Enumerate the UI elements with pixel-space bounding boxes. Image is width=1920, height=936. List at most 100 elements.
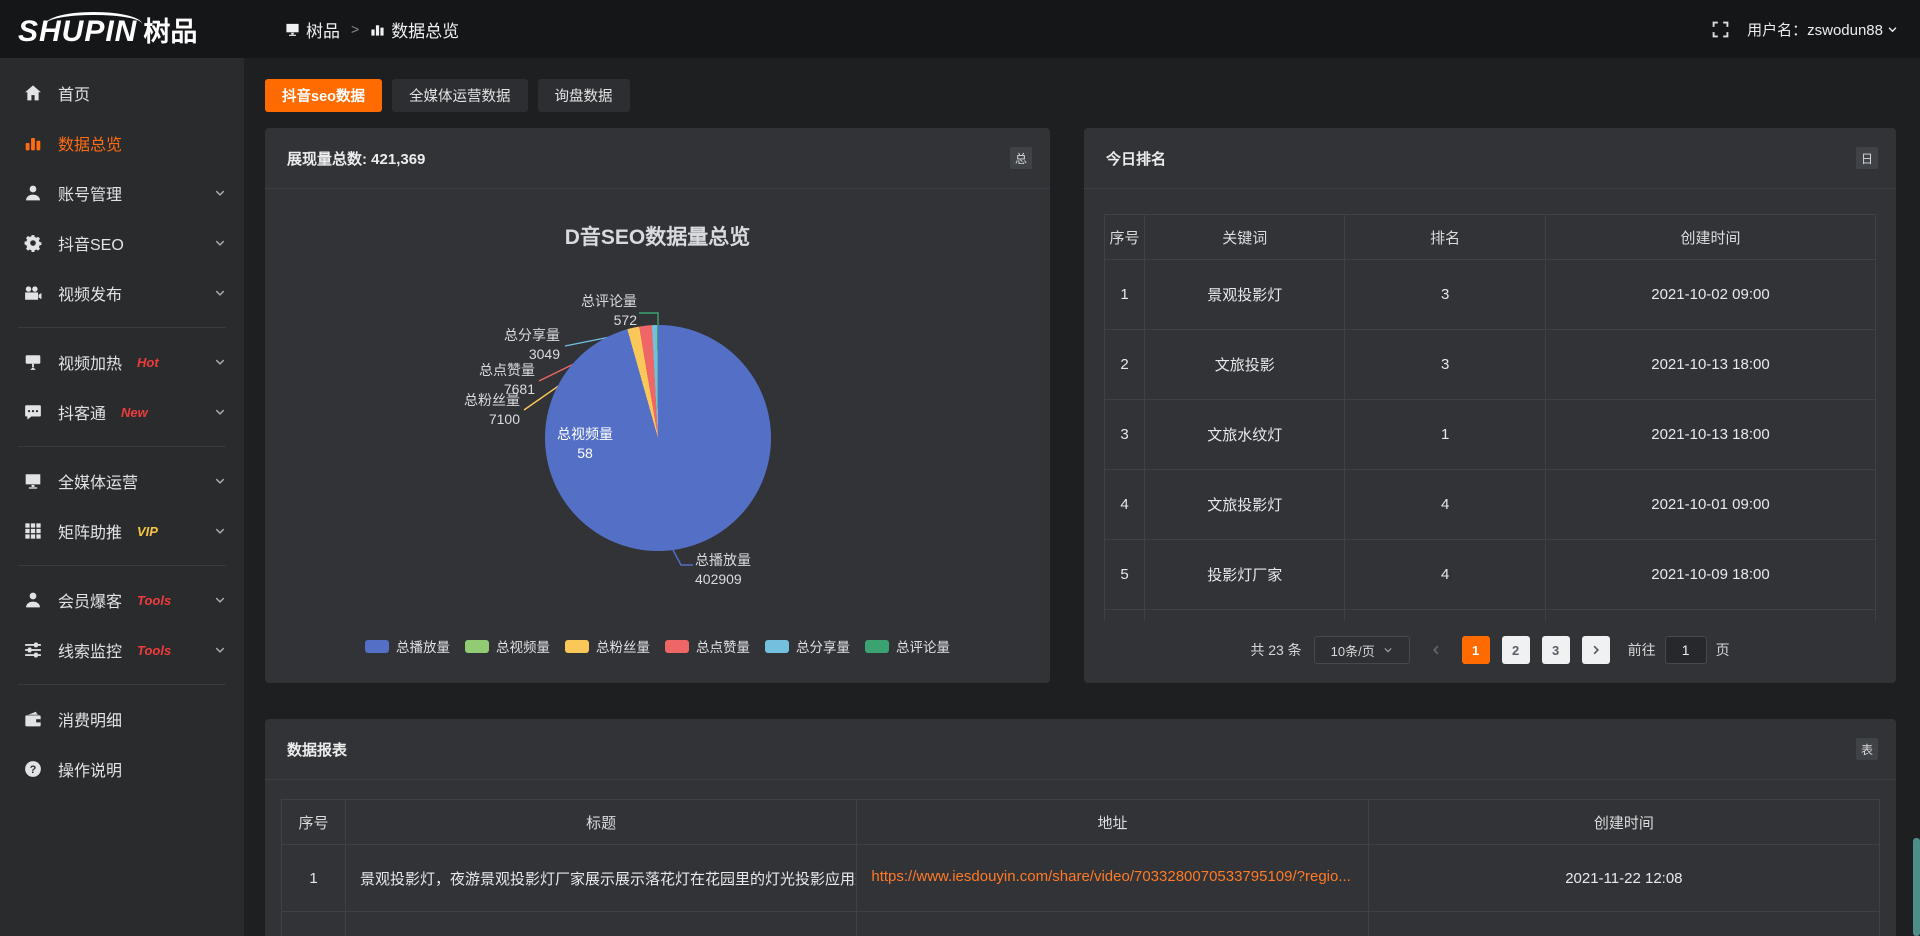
report-table: 序号 标题 地址 创建时间 1 景观投影灯，夜游景观投影灯厂家展示展示落花灯在花… [281, 799, 1881, 936]
pie-label-videos: 总视频量 58 [557, 426, 613, 461]
day-toggle-button[interactable]: 日 [1856, 147, 1878, 169]
pie[interactable] [545, 325, 771, 551]
table-header-row: 序号 关键词 排名 创建时间 [1104, 214, 1876, 260]
goto-suffix: 页 [1715, 642, 1730, 658]
legend-item-comments[interactable]: 总评论量 [865, 636, 950, 656]
sidebar-item-account[interactable]: 账号管理 [0, 168, 244, 218]
table-row: 2 文旅投影 3 2021-10-13 18:00 [1104, 329, 1876, 400]
video-url-cell: https://www.iesdouyin.com/share/video/70… [856, 844, 1369, 912]
main-content: 抖音seo数据 全媒体运营数据 询盘数据 展现量总数: 421,369 总 D音… [244, 58, 1920, 936]
table-row: 3 文旅水纹灯 1 2021-10-13 18:00 [1104, 399, 1876, 470]
next-page-button[interactable] [1581, 636, 1610, 664]
ranking-table: 序号 关键词 排名 创建时间 1 景观投影灯 3 2021-10-02 09:0… [1104, 214, 1876, 621]
chart-legend: 总播放量 总视频量 总粉丝量 总点赞量 [265, 636, 1050, 656]
sliders-icon [24, 641, 43, 659]
chevron-down-icon [214, 525, 226, 537]
sidebar-item-help[interactable]: ? 操作说明 [0, 744, 244, 794]
gear-icon [24, 234, 43, 252]
fullscreen-icon[interactable] [1712, 21, 1729, 38]
app-logo: SHUPIN 树品 [0, 10, 244, 49]
sidebar-divider [18, 446, 226, 447]
bar-chart-icon [24, 134, 43, 152]
pie-chart-area: D音SEO数据量总览 总评论量 572 总分享量 3049 [265, 189, 1050, 682]
user-icon [24, 591, 43, 609]
topbar: SHUPIN 树品 树品 > 数据总览 用户名：zswodun88 [0, 0, 1920, 58]
chevron-down-icon [214, 644, 226, 656]
page-size-select[interactable]: 10条/页 [1313, 636, 1410, 664]
table-row: 1 景观投影灯，夜游景观投影灯厂家展示展示落花灯在花园里的灯光投影应用效果 # … [281, 844, 1881, 912]
sidebar-item-video-publish[interactable]: 视频发布 [0, 268, 244, 318]
page-button-3[interactable]: 3 [1541, 636, 1570, 664]
user-menu[interactable]: 用户名：zswodun88 [1747, 19, 1898, 40]
column-header: 创建时间 [1544, 214, 1876, 260]
sidebar-item-matrix-boost[interactable]: 矩阵助推 VIP [0, 506, 244, 556]
seo-overview-card: 展现量总数: 421,369 总 D音SEO数据量总览 总评论量 572 [265, 128, 1050, 683]
legend-item-plays[interactable]: 总播放量 [365, 636, 450, 656]
new-badge: New [121, 404, 148, 420]
sidebar-item-label: 账号管理 [58, 187, 123, 204]
sidebar-divider [18, 684, 226, 685]
chevron-down-icon [214, 356, 226, 368]
legend-item-shares[interactable]: 总分享量 [765, 636, 850, 656]
sidebar-item-member-baoke[interactable]: 会员爆客 Tools [0, 575, 244, 625]
pie-label-comments: 总评论量 572 [581, 293, 637, 328]
legend-item-fans[interactable]: 总粉丝量 [565, 636, 650, 656]
goto-page-input[interactable] [1664, 636, 1707, 664]
username-label: 用户名：zswodun88 [1747, 21, 1883, 39]
sidebar-item-douyin-seo[interactable]: 抖音SEO [0, 218, 244, 268]
sidebar-item-label: 操作说明 [58, 763, 123, 780]
table-toggle-button[interactable]: 表 [1856, 738, 1878, 760]
today-ranking-card: 今日排名 日 序号 关键词 排名 创建时间 [1084, 128, 1896, 683]
sidebar-divider [18, 565, 226, 566]
breadcrumb-current[interactable]: 数据总览 [370, 17, 459, 42]
tab-inquiry-data[interactable]: 询盘数据 [537, 79, 630, 112]
legend-swatch [765, 639, 789, 653]
ranking-card-title: 今日排名 [1106, 150, 1167, 168]
goto-page: 前往 页 [1628, 636, 1730, 664]
breadcrumb: 树品 > 数据总览 [285, 17, 459, 42]
pagination: 共 23 条 10条/页 1 2 3 前往 [1084, 636, 1896, 664]
sidebar-item-video-heat[interactable]: 视频加热 Hot [0, 337, 244, 387]
video-link[interactable]: https://www.iesdouyin.com/share/video/70… [871, 867, 1351, 885]
table-row: 4 文旅投影灯 4 2021-10-01 09:00 [1104, 469, 1876, 540]
breadcrumb-root[interactable]: 树品 [285, 17, 340, 42]
pie-label-plays: 总播放量 402909 [695, 552, 751, 587]
total-toggle-button[interactable]: 总 [1010, 147, 1032, 169]
column-header: 地址 [856, 799, 1369, 845]
sidebar-item-lead-monitor[interactable]: 线索监控 Tools [0, 625, 244, 675]
sidebar-item-label: 视频发布 [58, 287, 123, 304]
sidebar-item-label: 抖客通 [58, 406, 107, 423]
sidebar-item-label: 抖音SEO [58, 237, 124, 254]
sidebar-item-label: 数据总览 [58, 137, 123, 154]
logo-arc [46, 11, 142, 24]
topbar-right: 用户名：zswodun88 [1712, 19, 1920, 40]
legend-swatch [565, 639, 589, 653]
sidebar-item-douketong[interactable]: 抖客通 New [0, 387, 244, 437]
sidebar-item-home[interactable]: 首页 [0, 68, 244, 118]
wallet-icon [24, 710, 43, 728]
sidebar-item-media-ops[interactable]: 全媒体运营 [0, 456, 244, 506]
prev-page-button[interactable] [1422, 636, 1450, 664]
tab-media-ops-data[interactable]: 全媒体运营数据 [392, 79, 528, 112]
breadcrumb-separator: > [351, 21, 360, 37]
video-title-cell: 景观投影灯，夜游景观投影灯厂家展示展示落花灯在花园里的灯光投影应用效果 # [344, 844, 858, 912]
legend-item-likes[interactable]: 总点赞量 [665, 636, 750, 656]
sidebar-item-label: 矩阵助推 [58, 525, 123, 542]
page-button-1[interactable]: 1 [1461, 636, 1490, 664]
tab-douyin-seo-data[interactable]: 抖音seo数据 [265, 79, 382, 112]
monitor-icon [24, 472, 43, 490]
sidebar-item-spending-detail[interactable]: 消费明细 [0, 694, 244, 744]
chevron-down-icon [214, 406, 226, 418]
chevron-down-icon [214, 475, 226, 487]
column-header: 创建时间 [1367, 799, 1881, 845]
scrollbar-thumb[interactable] [1913, 838, 1920, 936]
table-row: 1 景观投影灯 3 2021-10-02 09:00 [1104, 259, 1876, 330]
legend-item-videos[interactable]: 总视频量 [465, 636, 550, 656]
chevron-down-icon [1383, 645, 1393, 655]
vip-badge: VIP [137, 523, 158, 539]
legend-swatch [465, 639, 489, 653]
legend-swatch [865, 639, 889, 653]
page-button-2[interactable]: 2 [1501, 636, 1530, 664]
sidebar-item-data-overview[interactable]: 数据总览 [0, 118, 244, 168]
table-row: 5 投影灯厂家 4 2021-10-09 18:00 [1104, 539, 1876, 610]
